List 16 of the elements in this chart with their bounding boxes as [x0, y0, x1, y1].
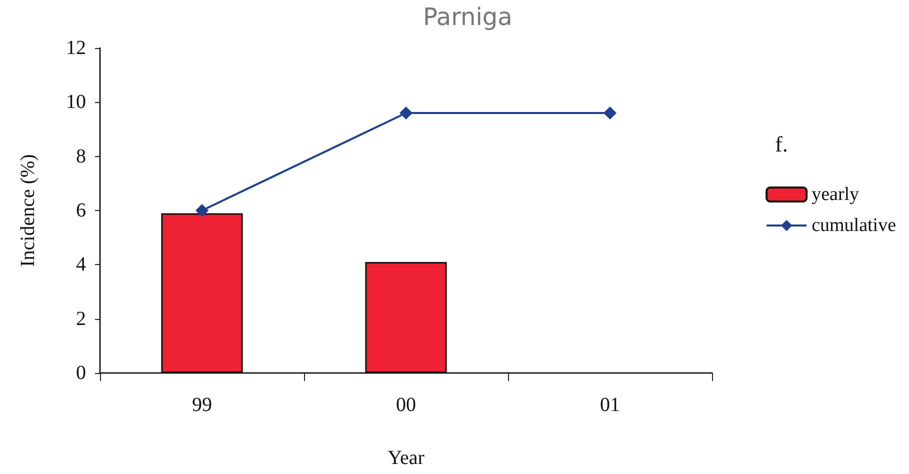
x-axis-title: Year — [388, 447, 425, 469]
y-axis-title: Incidence (%) — [17, 154, 39, 267]
y-tick-label: 8 — [76, 145, 86, 168]
x-tick-label: 99 — [192, 394, 212, 416]
y-tick-label: 2 — [76, 308, 86, 330]
y-tick-label: 0 — [76, 362, 86, 384]
legend-label: yearly — [812, 184, 860, 205]
legend-label: cumulative — [812, 215, 896, 236]
y-tick-label: 10 — [66, 91, 86, 114]
y-tick-label: 6 — [76, 200, 86, 222]
y-tick-label: 12 — [66, 37, 86, 59]
chart-title: Parniga — [423, 3, 512, 31]
x-tick-label: 00 — [396, 394, 416, 416]
text: f. — [775, 132, 788, 156]
y-tick-label: 4 — [76, 254, 86, 276]
x-tick-label: 01 — [600, 394, 620, 416]
